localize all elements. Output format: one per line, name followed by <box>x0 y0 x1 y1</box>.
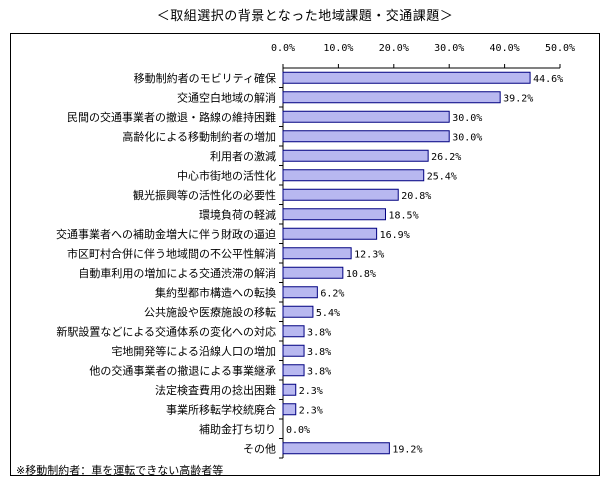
bar <box>282 91 501 104</box>
data-label: 5.4% <box>316 308 340 319</box>
data-label: 26.2% <box>431 152 461 163</box>
bar <box>282 188 399 201</box>
chart-frame <box>10 33 600 476</box>
chart-title: ＜取組選択の背景となった地域課題・交通課題＞ <box>156 9 454 24</box>
data-label: 39.2% <box>503 93 533 104</box>
bar <box>282 110 450 123</box>
data-label: 2.3% <box>299 405 323 416</box>
data-label: 12.3% <box>354 249 384 260</box>
bar <box>282 169 425 182</box>
category-label: 交通空白地域の解消 <box>177 90 276 104</box>
bar <box>282 403 297 416</box>
bar <box>282 305 314 318</box>
bar <box>282 344 305 357</box>
bar <box>282 227 378 240</box>
category-label: 市区町村合併に伴う地域間の不公平性解消 <box>67 246 276 260</box>
footnote: ※移動制約者：車を運転できない高齢者等 <box>16 464 224 477</box>
bar <box>282 286 318 299</box>
data-label: 3.8% <box>307 327 331 338</box>
data-label: 10.8% <box>346 269 376 280</box>
data-label: 30.0% <box>452 113 482 124</box>
data-label: 0.0% <box>286 425 310 436</box>
category-label: 利用者の激減 <box>210 149 276 163</box>
bar <box>282 247 352 260</box>
bar <box>282 325 305 338</box>
category-label: 観光振興等の活性化の必要性 <box>133 188 276 202</box>
data-label: 25.4% <box>427 171 457 182</box>
category-label: 中心市街地の活性化 <box>177 168 276 182</box>
category-label: 宅地開発等による沿線人口の増加 <box>111 344 276 358</box>
category-label: 民間の交通事業者の撤退・路線の維持困難 <box>67 110 276 124</box>
x-tick-label: 20.0% <box>379 43 409 54</box>
x-tick-label: 40.0% <box>490 43 520 54</box>
category-label: 移動制約者のモビリティ確保 <box>134 71 276 85</box>
x-tick-label: 0.0% <box>271 43 295 54</box>
category-label: 補助金打ち切り <box>199 422 276 436</box>
category-label: 高齢化による移動制約者の増加 <box>122 129 276 143</box>
bar <box>282 208 386 221</box>
category-label: 事業所移転学校統廃合 <box>166 402 276 416</box>
data-label: 3.8% <box>307 347 331 358</box>
bar <box>282 71 531 84</box>
category-label: 交通事業者への補助金増大に伴う財政の逼迫 <box>56 227 276 241</box>
category-label: 新駅設置などによる交通体系の変化への対応 <box>56 324 276 338</box>
data-label: 6.2% <box>320 288 344 299</box>
bar <box>282 364 305 377</box>
bar <box>282 442 390 455</box>
bar <box>282 130 450 143</box>
category-label: 法定検査費用の捻出困難 <box>155 383 276 397</box>
data-label: 19.2% <box>392 444 422 455</box>
data-label: 2.3% <box>299 386 323 397</box>
bar <box>282 149 429 162</box>
bar <box>282 383 297 396</box>
category-label: その他 <box>243 442 276 455</box>
category-label: 自動車利用の増加による交通渋滞の解消 <box>78 266 276 280</box>
category-label: 公共施設や医療施設の移転 <box>144 305 276 319</box>
x-tick-label: 50.0% <box>545 43 575 54</box>
data-label: 16.9% <box>380 230 410 241</box>
category-label: 集約型都市構造への転換 <box>155 285 276 299</box>
data-label: 30.0% <box>452 132 482 143</box>
x-tick-label: 30.0% <box>434 43 464 54</box>
data-label: 20.8% <box>401 191 431 202</box>
data-label: 44.6% <box>533 74 563 85</box>
x-tick-label: 10.0% <box>323 43 353 54</box>
category-label: 環境負荷の軽減 <box>199 207 276 221</box>
data-label: 18.5% <box>388 210 418 221</box>
category-label: 他の交通事業者の撤退による事業継承 <box>89 363 276 377</box>
bar <box>282 266 344 279</box>
data-label: 3.8% <box>307 366 331 377</box>
